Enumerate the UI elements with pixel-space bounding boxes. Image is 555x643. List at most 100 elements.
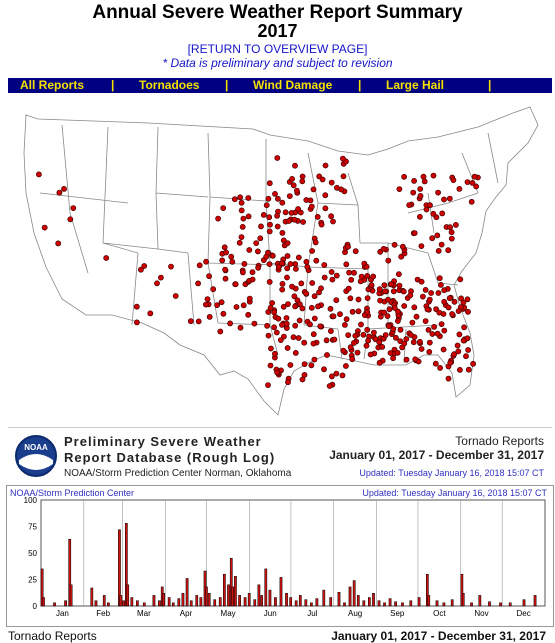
report-dot <box>355 296 362 303</box>
report-dot <box>421 178 428 185</box>
report-dot <box>425 326 432 333</box>
daily-count-bar <box>417 597 421 607</box>
daily-count-bar <box>460 573 464 607</box>
report-dot <box>70 205 77 211</box>
report-dot <box>422 286 429 293</box>
report-dot <box>299 376 306 383</box>
report-dot <box>327 305 334 312</box>
daily-count-bar <box>388 598 392 607</box>
legend-report-type: Tornado Reports <box>455 434 544 448</box>
report-dot <box>395 271 402 278</box>
daily-count-bar <box>260 595 264 607</box>
report-dot <box>273 329 280 336</box>
chart-axis-labels: 0 25 50 75 100 Jan Feb Mar Apr May Jun Jul Aug Sep Oct… <box>24 496 531 618</box>
legend-date-range: January 01, 2017 - December 31, 2017 <box>329 448 544 462</box>
report-dot <box>435 247 442 254</box>
report-dot <box>245 213 252 220</box>
daily-count-bar <box>522 599 526 607</box>
daily-count-bar <box>247 593 251 607</box>
report-dot <box>285 218 292 224</box>
report-dot <box>196 262 203 269</box>
daily-count-bar <box>205 586 208 607</box>
daily-count-bar <box>64 600 67 607</box>
report-dot <box>195 280 201 287</box>
report-dot <box>324 352 330 358</box>
report-dot <box>447 359 454 366</box>
report-dot <box>426 348 433 355</box>
report-dot <box>386 323 392 330</box>
report-dot <box>307 197 314 204</box>
report-dot <box>56 189 63 196</box>
report-dot <box>103 255 110 261</box>
report-dot <box>265 382 271 388</box>
report-dot <box>279 199 286 206</box>
report-dot <box>172 293 179 299</box>
report-dot <box>411 230 418 236</box>
report-dot <box>422 318 429 324</box>
month-label: Jan <box>56 609 69 618</box>
nav-wind-damage[interactable]: Wind Damage <box>253 78 333 92</box>
report-dot <box>360 331 367 338</box>
report-dot <box>438 241 445 248</box>
report-dot <box>275 315 282 322</box>
report-dot <box>309 248 315 254</box>
daily-count-bar <box>310 602 313 607</box>
report-dot <box>240 215 247 222</box>
report-dot <box>450 177 457 183</box>
report-dot <box>220 205 227 211</box>
report-dot <box>147 310 154 317</box>
report-dot <box>376 286 383 293</box>
report-dot <box>465 366 472 373</box>
daily-count-bar <box>362 600 366 607</box>
report-dot <box>221 244 228 251</box>
report-dot <box>364 295 371 301</box>
report-dot <box>355 308 362 315</box>
report-dot <box>301 361 308 367</box>
report-dot <box>438 321 445 327</box>
report-dot <box>473 183 479 190</box>
report-dot <box>439 210 446 217</box>
report-dot <box>437 281 444 288</box>
report-dot <box>263 253 270 260</box>
nav-large-hail[interactable]: Large Hail <box>386 78 445 92</box>
nav-tornadoes[interactable]: Tornadoes <box>139 78 200 92</box>
report-dot <box>251 320 258 327</box>
nav-all-reports[interactable]: All Reports <box>20 78 85 92</box>
report-dot <box>348 276 355 283</box>
daily-count-bar <box>243 597 247 607</box>
report-dot <box>310 331 317 338</box>
report-dot <box>446 195 453 202</box>
daily-count-bar <box>264 568 268 607</box>
report-dot <box>468 198 475 205</box>
report-dot <box>204 296 211 302</box>
report-dot <box>440 346 447 353</box>
report-dot <box>458 295 464 302</box>
report-dot <box>452 221 459 228</box>
report-dot <box>237 194 243 201</box>
daily-count-bar <box>40 568 44 607</box>
report-dot <box>290 334 297 341</box>
report-dot <box>343 316 350 323</box>
report-dot <box>390 355 396 362</box>
report-dot <box>384 313 391 319</box>
chart-frame <box>40 499 546 607</box>
report-dot <box>351 269 357 276</box>
daily-count-bar <box>298 595 302 607</box>
report-dot <box>424 306 431 313</box>
report-dot <box>285 301 291 307</box>
report-dot <box>290 182 297 189</box>
report-dot <box>238 199 245 206</box>
report-dot <box>329 276 336 283</box>
month-label: Feb <box>96 609 110 618</box>
return-overview-link[interactable]: [RETURN TO OVERVIEW PAGE] <box>187 42 368 56</box>
report-dot <box>418 243 425 249</box>
month-label: Sep <box>390 609 405 618</box>
daily-count-bar <box>409 600 413 607</box>
report-dot <box>238 234 245 240</box>
report-dot <box>385 296 391 303</box>
report-dot <box>407 332 414 338</box>
report-dot <box>264 322 270 329</box>
report-dot <box>370 273 377 280</box>
report-dot <box>461 324 467 331</box>
report-dot <box>260 212 267 218</box>
